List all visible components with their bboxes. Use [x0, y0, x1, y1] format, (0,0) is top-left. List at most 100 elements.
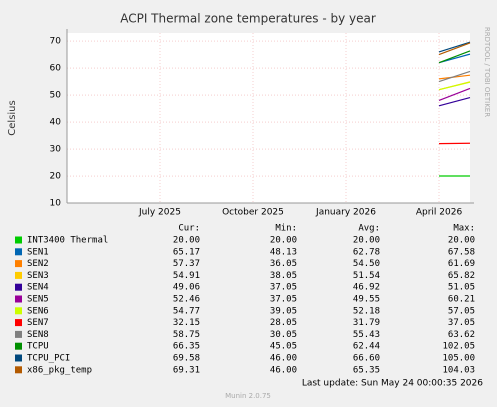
- legend-stat: 46.00: [270, 354, 297, 364]
- plot-area: [67, 33, 470, 203]
- legend-stat: 37.05: [270, 295, 297, 305]
- legend-stat: 63.62: [448, 330, 475, 340]
- x-tick-label: January 2026: [315, 208, 376, 218]
- legend-swatch: [15, 342, 22, 350]
- legend-stat: 65.17: [173, 247, 200, 257]
- legend-stat: 32.15: [173, 318, 200, 328]
- legend-label: SEN7: [27, 318, 49, 328]
- legend-stat: 28.05: [270, 318, 297, 328]
- legend-stat: 49.06: [173, 283, 200, 293]
- legend-label: SEN4: [27, 283, 49, 293]
- series-line: [438, 97, 471, 107]
- series-line: [438, 87, 471, 102]
- legend-stat: 54.77: [173, 306, 200, 316]
- legend-swatch: [15, 271, 22, 279]
- legend-stat: 20.00: [448, 236, 475, 246]
- legend-stat: 105.00: [442, 354, 475, 364]
- legend-stat: 45.05: [270, 342, 297, 352]
- legend-stat: 55.43: [353, 330, 380, 340]
- legend-label: SEN3: [27, 271, 49, 281]
- legend-swatch: [15, 319, 22, 327]
- y-tick-label: 20: [50, 172, 62, 182]
- legend-swatch: [15, 260, 22, 268]
- legend-label: SEN1: [27, 247, 49, 257]
- legend-stat: 104.03: [442, 365, 475, 375]
- y-tick-label: 30: [50, 145, 62, 155]
- legend-swatch: [15, 236, 22, 244]
- last-update: Last update: Sun May 24 00:00:35 2026: [302, 379, 483, 389]
- legend-stat: 20.00: [173, 236, 200, 246]
- legend-stat: 54.91: [173, 271, 200, 281]
- legend-stat: 61.69: [448, 259, 475, 269]
- legend-swatch: [15, 283, 22, 291]
- y-axis-label: Celsius: [7, 100, 18, 135]
- legend-swatch: [15, 330, 22, 338]
- y-tick-label: 10: [50, 199, 62, 209]
- y-tick-label: 40: [50, 118, 62, 128]
- series-line: [438, 50, 471, 64]
- legend-swatch: [15, 295, 22, 303]
- y-tick-label: 60: [50, 64, 62, 74]
- legend-label: TCPU: [27, 342, 49, 352]
- legend-stat: 20.00: [270, 236, 297, 246]
- legend-stat: 51.05: [448, 283, 475, 293]
- legend-column-header: Max:: [453, 224, 475, 234]
- y-tick-label: 50: [50, 91, 62, 101]
- legend-label: INT3400 Thermal: [27, 236, 108, 246]
- x-tick-label: April 2026: [416, 208, 463, 218]
- footer: Munin 2.0.75: [225, 392, 271, 400]
- series-line: [438, 81, 471, 91]
- legend-label: x86_pkg_temp: [27, 365, 92, 375]
- y-tick-label: 70: [50, 37, 62, 47]
- series-line: [438, 41, 471, 53]
- legend-label: SEN5: [27, 295, 49, 305]
- legend-label: SEN6: [27, 306, 49, 316]
- legend-stat: 54.50: [353, 259, 380, 269]
- legend-stat: 67.58: [448, 247, 475, 257]
- legend-stat: 31.79: [353, 318, 380, 328]
- legend-stat: 37.05: [270, 283, 297, 293]
- legend-swatch: [15, 354, 22, 362]
- legend-stat: 52.46: [173, 295, 200, 305]
- legend-label: TCPU_PCI: [27, 354, 70, 364]
- legend-stat: 62.78: [353, 247, 380, 257]
- legend-stat: 69.31: [173, 365, 200, 375]
- x-tick-label: October 2025: [222, 208, 284, 218]
- legend-stat: 38.05: [270, 271, 297, 281]
- legend-stat: 66.35: [173, 342, 200, 352]
- legend-stat: 46.00: [270, 365, 297, 375]
- legend-stat: 30.05: [270, 330, 297, 340]
- legend-stat: 48.13: [270, 247, 297, 257]
- legend-label: SEN8: [27, 330, 49, 340]
- legend-stat: 62.44: [353, 342, 380, 352]
- legend-stat: 60.21: [448, 295, 475, 305]
- legend-stat: 20.00: [353, 236, 380, 246]
- series-line: [438, 42, 471, 56]
- legend-stat: 65.82: [448, 271, 475, 281]
- legend-column-header: Min:: [275, 224, 297, 234]
- legend-stat: 69.58: [173, 354, 200, 364]
- legend-stat: 49.55: [353, 295, 380, 305]
- legend-stat: 52.18: [353, 306, 380, 316]
- legend-label: SEN2: [27, 259, 49, 269]
- chart-title: ACPI Thermal zone temperatures - by year: [120, 12, 376, 26]
- legend-stat: 36.05: [270, 259, 297, 269]
- legend-column-header: Cur:: [178, 224, 200, 234]
- legend-swatch: [15, 307, 22, 315]
- legend-swatch: [15, 366, 22, 374]
- x-tick-label: July 2025: [138, 208, 181, 218]
- legend-stat: 37.05: [448, 318, 475, 328]
- legend-stat: 57.05: [448, 306, 475, 316]
- side-text: RRDTOOL / TOBI OETIKER: [483, 27, 491, 117]
- legend-stat: 102.05: [442, 342, 475, 352]
- legend-swatch: [15, 248, 22, 256]
- legend-stat: 65.35: [353, 365, 380, 375]
- legend-stat: 57.37: [173, 259, 200, 269]
- series-line: [438, 70, 471, 83]
- legend-stat: 39.05: [270, 306, 297, 316]
- legend-stat: 51.54: [353, 271, 380, 281]
- legend-stat: 46.92: [353, 283, 380, 293]
- legend-stat: 58.75: [173, 330, 200, 340]
- legend-stat: 66.60: [353, 354, 380, 364]
